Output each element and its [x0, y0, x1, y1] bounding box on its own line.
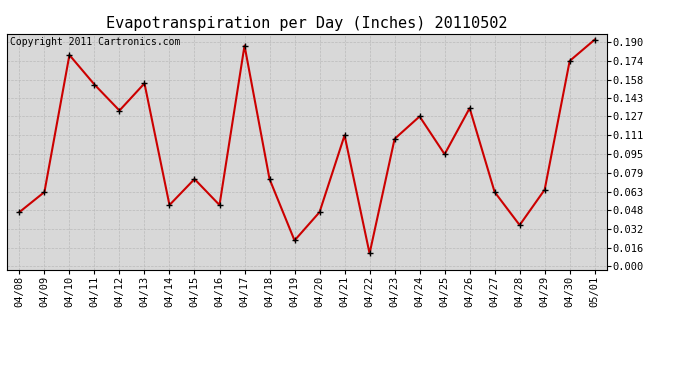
Title: Evapotranspiration per Day (Inches) 20110502: Evapotranspiration per Day (Inches) 2011… — [106, 16, 508, 31]
Text: Copyright 2011 Cartronics.com: Copyright 2011 Cartronics.com — [10, 37, 180, 47]
